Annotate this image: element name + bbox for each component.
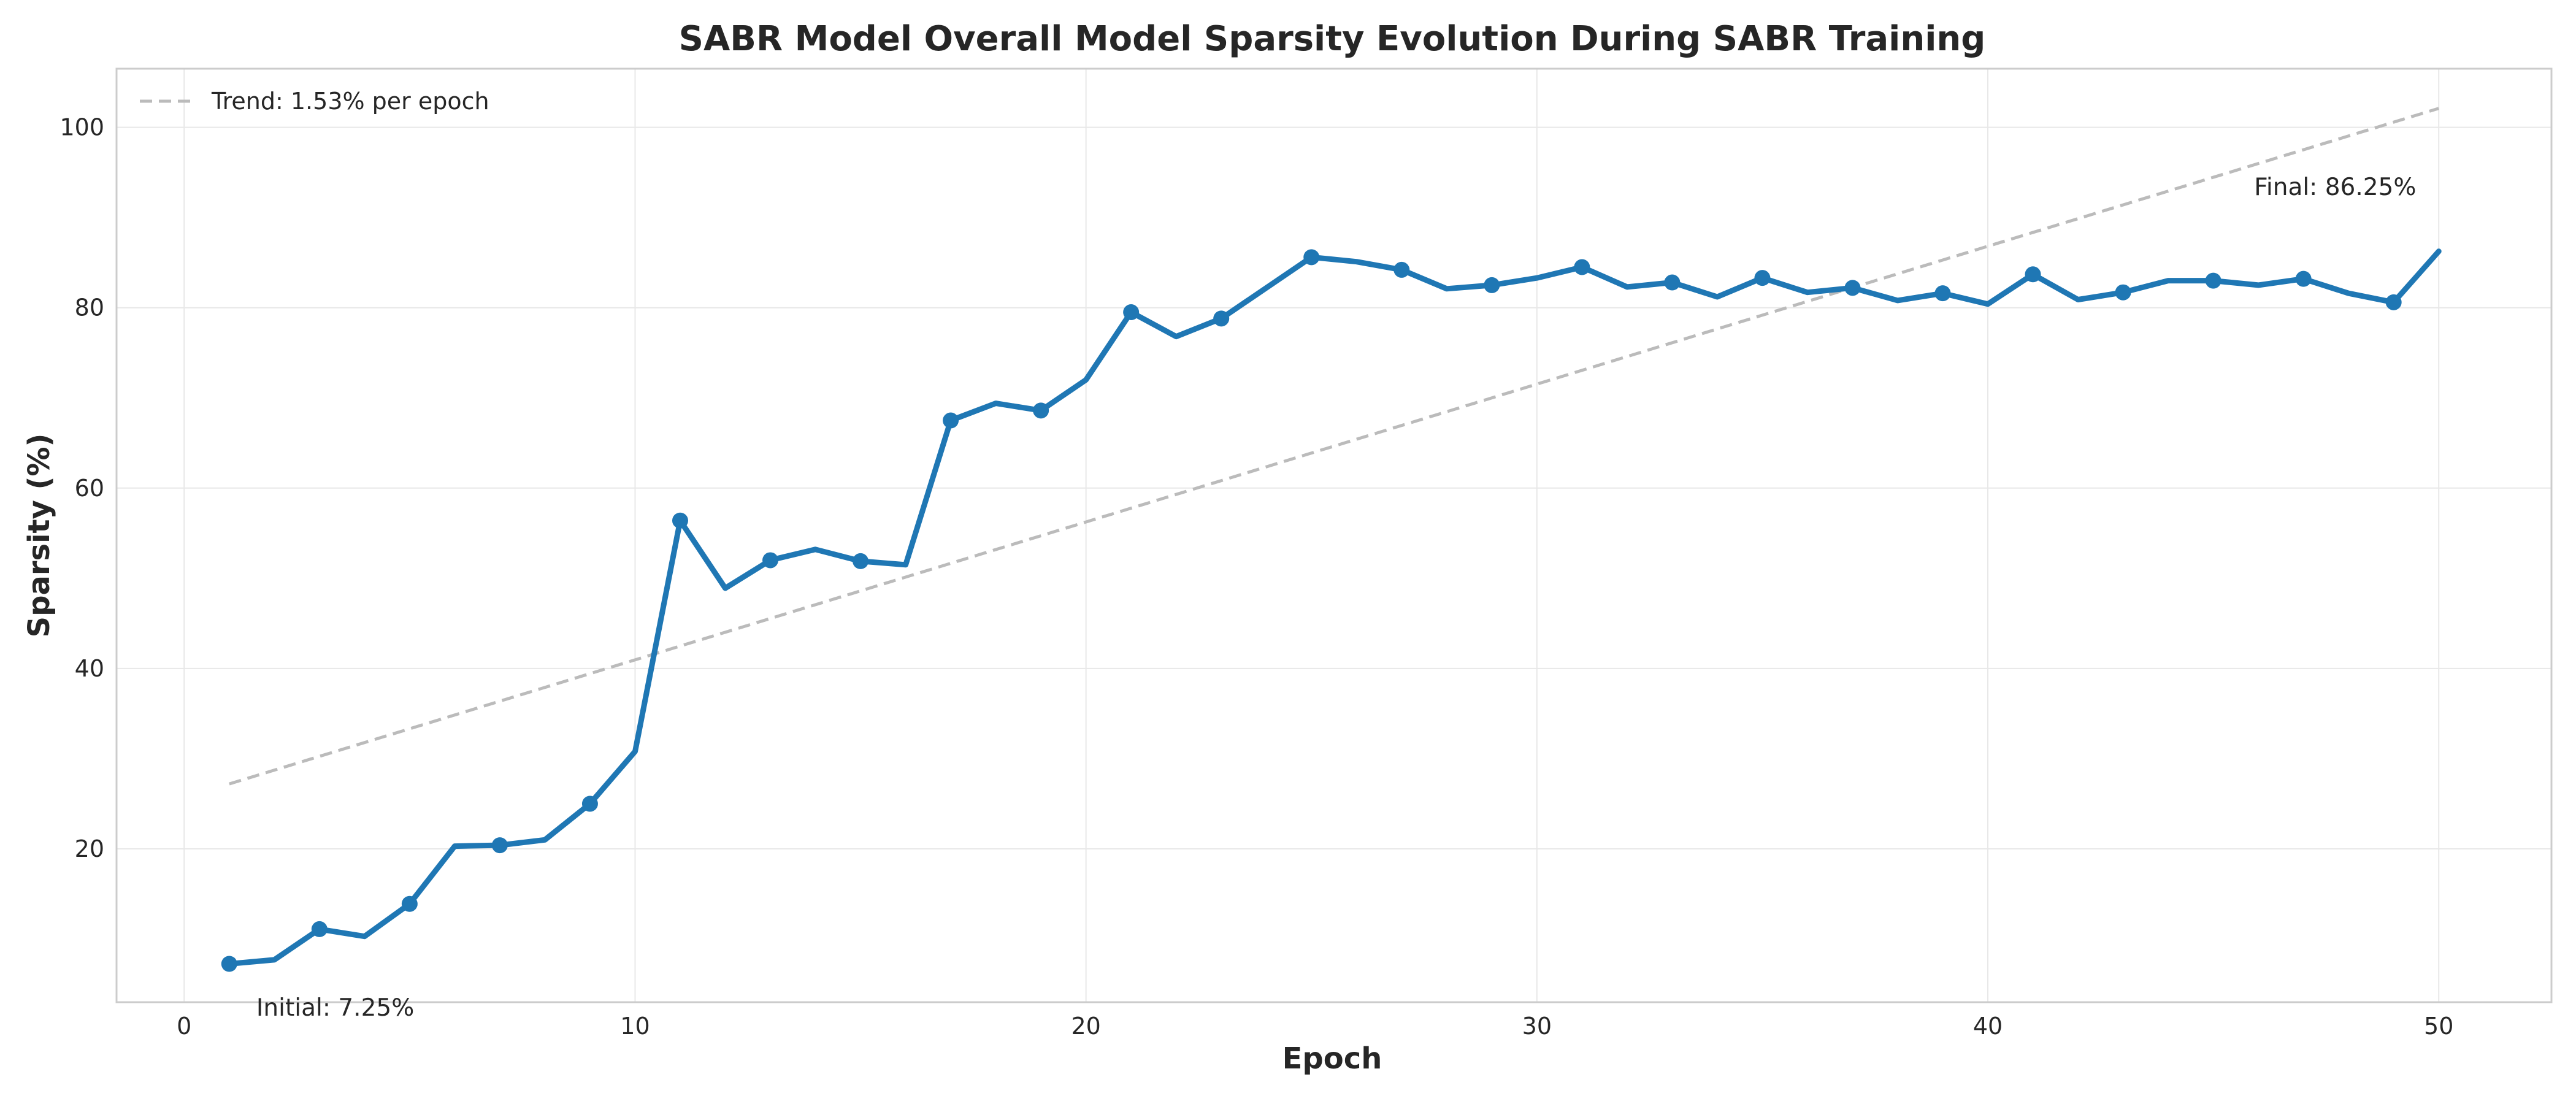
- annotations: Initial: 7.25% Final: 86.25%: [256, 174, 2417, 1022]
- x-tick-label: 40: [1973, 1013, 2003, 1040]
- annotation-label: Initial: 7.25%: [256, 994, 414, 1022]
- x-tick-label: 10: [620, 1013, 650, 1040]
- data-point: [581, 795, 598, 812]
- data-point: [1754, 270, 1771, 286]
- y-tick-label: 20: [75, 835, 104, 862]
- data-point: [1934, 285, 1951, 302]
- data-point: [311, 921, 328, 937]
- data-point: [762, 552, 779, 569]
- grid: [117, 69, 2551, 1002]
- data-point: [1574, 259, 1590, 275]
- data-point: [1393, 261, 1410, 278]
- x-tick-label: 50: [2424, 1013, 2453, 1040]
- y-tick-label: 40: [75, 655, 104, 682]
- legend-trend-label: Trend: 1.53% per epoch: [211, 88, 489, 115]
- y-tick-label: 100: [59, 114, 104, 141]
- plot-frame: [115, 67, 2553, 1003]
- y-axis-label: Sparsity (%): [22, 434, 56, 638]
- data-point: [1213, 310, 1230, 327]
- y-tick-label: 60: [75, 475, 104, 502]
- data-point: [221, 956, 237, 972]
- data-point: [1123, 304, 1140, 321]
- y-tick-label: 80: [75, 294, 104, 321]
- data-point: [1303, 249, 1320, 266]
- data-point: [491, 837, 508, 854]
- sparsity-series-line: [226, 248, 2442, 967]
- x-tick-label: 30: [1522, 1013, 1552, 1040]
- data-point: [2295, 270, 2312, 287]
- trend-line: [229, 107, 2439, 786]
- tick-labels: 0 10 20 30 40 50 20 40 60 80 100: [59, 114, 2453, 1040]
- legend: Trend: 1.53% per epoch: [140, 88, 489, 115]
- data-point: [1844, 280, 1861, 296]
- data-point: [2205, 272, 2221, 289]
- data-point: [672, 512, 688, 529]
- data-point: [2115, 284, 2131, 301]
- data-point: [2385, 294, 2402, 310]
- data-point: [943, 412, 959, 429]
- sparsity-points: [221, 249, 2402, 972]
- data-point: [2025, 266, 2041, 283]
- data-point: [401, 895, 418, 912]
- chart-title: SABR Model Overall Model Sparsity Evolut…: [679, 19, 1986, 59]
- data-point: [1484, 277, 1500, 293]
- x-axis-label: Epoch: [1282, 1041, 1382, 1076]
- x-tick-label: 0: [177, 1013, 191, 1040]
- annotation-label: Final: 86.25%: [2254, 174, 2416, 201]
- data-point: [1664, 274, 1681, 291]
- data-point: [853, 553, 869, 569]
- data-point: [1033, 402, 1049, 419]
- x-tick-label: 20: [1071, 1013, 1100, 1040]
